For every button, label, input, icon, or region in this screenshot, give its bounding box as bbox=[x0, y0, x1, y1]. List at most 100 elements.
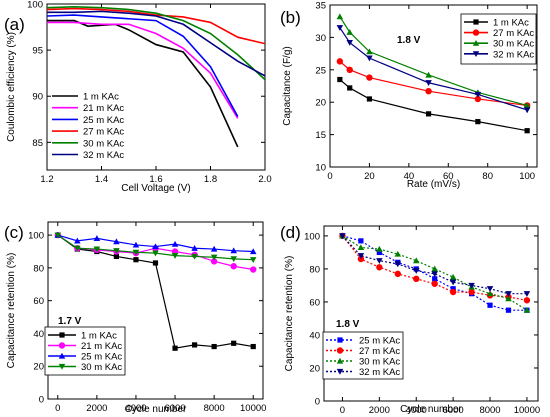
y-tick-label: 85 bbox=[32, 138, 43, 149]
series-line-2 bbox=[47, 14, 239, 117]
series-line-1 bbox=[47, 21, 239, 119]
legend-marker bbox=[336, 368, 344, 375]
data-point bbox=[74, 245, 81, 252]
data-point bbox=[250, 343, 256, 350]
legend-marker bbox=[336, 357, 344, 364]
data-point bbox=[172, 345, 178, 351]
y-tick-label: 15 bbox=[315, 130, 326, 141]
panel-label: (d) bbox=[280, 223, 301, 242]
data-point bbox=[171, 252, 179, 259]
data-point bbox=[93, 235, 101, 241]
data-point bbox=[449, 273, 457, 280]
data-point bbox=[231, 340, 237, 346]
panel-2: 0 2000 4000 6000 8000 10000 0 20 40 60 80 100 Cycle … bbox=[4, 221, 266, 415]
data-point bbox=[113, 248, 120, 254]
series-layer bbox=[339, 232, 531, 313]
data-point bbox=[347, 85, 353, 91]
data-point bbox=[474, 95, 482, 103]
data-point bbox=[468, 288, 475, 296]
legend-marker bbox=[472, 29, 480, 36]
x-tick-label: 80 bbox=[482, 171, 493, 182]
data-point bbox=[376, 245, 383, 252]
x-tick-label: 4000 bbox=[125, 403, 146, 414]
data-point bbox=[523, 306, 531, 313]
data-point bbox=[486, 286, 494, 292]
data-point bbox=[376, 258, 383, 264]
x-tick-label: 1.2 bbox=[40, 174, 53, 185]
data-point bbox=[431, 280, 438, 287]
legend-marker bbox=[337, 337, 343, 343]
legend-label: 25 m KAc bbox=[81, 352, 122, 363]
data-point bbox=[366, 48, 373, 55]
data-point bbox=[249, 257, 257, 263]
legend-label: 30 m KAc bbox=[493, 39, 534, 50]
data-point bbox=[431, 265, 438, 272]
data-point bbox=[366, 96, 373, 102]
data-point bbox=[171, 240, 179, 247]
data-point bbox=[93, 246, 101, 253]
data-point bbox=[337, 76, 343, 83]
legend-label: 27 m KAc bbox=[83, 127, 124, 138]
x-tick-label: 2000 bbox=[86, 403, 107, 414]
x-axis-label: Cycle number bbox=[400, 404, 462, 415]
x-tick-label: 2000 bbox=[369, 405, 390, 416]
x-tick-label: 100 bbox=[519, 171, 535, 182]
legend-marker bbox=[336, 347, 344, 354]
y-tick-label: 20 bbox=[315, 98, 326, 109]
panel-1: 0 20 40 60 80 100 10 15 20 25 30 35 Rate (mV/s) Capac… bbox=[280, 1, 538, 190]
data-point bbox=[152, 260, 159, 266]
voltage-annotation: 1.8 V bbox=[397, 35, 421, 46]
data-point bbox=[523, 297, 531, 304]
legend-label: 1 m KAc bbox=[493, 18, 529, 29]
legend-label: 32 m KAc bbox=[83, 150, 124, 161]
x-axis-label: Cycle number bbox=[125, 404, 187, 415]
data-point bbox=[339, 233, 346, 240]
x-tick-label: 0 bbox=[55, 403, 60, 414]
series-line-0 bbox=[47, 19, 239, 148]
legend-label: 32 m KAc bbox=[493, 49, 534, 60]
data-point bbox=[523, 107, 531, 114]
x-tick-label: 10000 bbox=[240, 403, 266, 414]
y-tick-label: 20 bbox=[309, 363, 320, 374]
y-axis-label: Capacitance retention (%) bbox=[284, 256, 295, 372]
data-point bbox=[152, 243, 159, 250]
y-tick-label: 10 bbox=[315, 163, 326, 174]
x-tick-label: 6000 bbox=[164, 403, 185, 414]
legend-marker bbox=[58, 352, 66, 359]
data-point bbox=[132, 241, 140, 248]
x-tick-label: 40 bbox=[404, 171, 415, 182]
y-tick-label: 0 bbox=[39, 395, 44, 406]
data-point bbox=[523, 102, 531, 109]
x-tick-label: 0 bbox=[327, 171, 332, 182]
data-point bbox=[152, 250, 159, 257]
data-point bbox=[191, 244, 198, 251]
x-tick-label: 4000 bbox=[406, 405, 427, 416]
data-point bbox=[346, 66, 353, 74]
data-point bbox=[505, 291, 512, 297]
legend-label: 30 m KAc bbox=[83, 138, 124, 149]
series-layer bbox=[54, 231, 257, 351]
y-tick-label: 30 bbox=[315, 33, 326, 44]
data-point bbox=[336, 25, 344, 31]
data-point bbox=[431, 271, 438, 278]
legend-frame bbox=[322, 331, 404, 380]
legend-label: 27 m KAc bbox=[493, 28, 534, 39]
y-tick-label: 40 bbox=[33, 329, 44, 340]
data-point bbox=[468, 282, 475, 289]
y-tick-label: 80 bbox=[33, 263, 44, 274]
data-point bbox=[249, 248, 257, 255]
y-tick-label: 100 bbox=[304, 231, 320, 242]
data-point bbox=[133, 257, 139, 263]
data-point bbox=[432, 276, 438, 282]
data-point bbox=[132, 249, 140, 256]
data-point bbox=[210, 245, 218, 252]
y-tick-label: 80 bbox=[309, 264, 320, 275]
data-point bbox=[505, 295, 512, 302]
x-tick-label: 6000 bbox=[443, 405, 464, 416]
y-tick-label: 100 bbox=[28, 231, 44, 242]
series-layer bbox=[336, 13, 531, 134]
